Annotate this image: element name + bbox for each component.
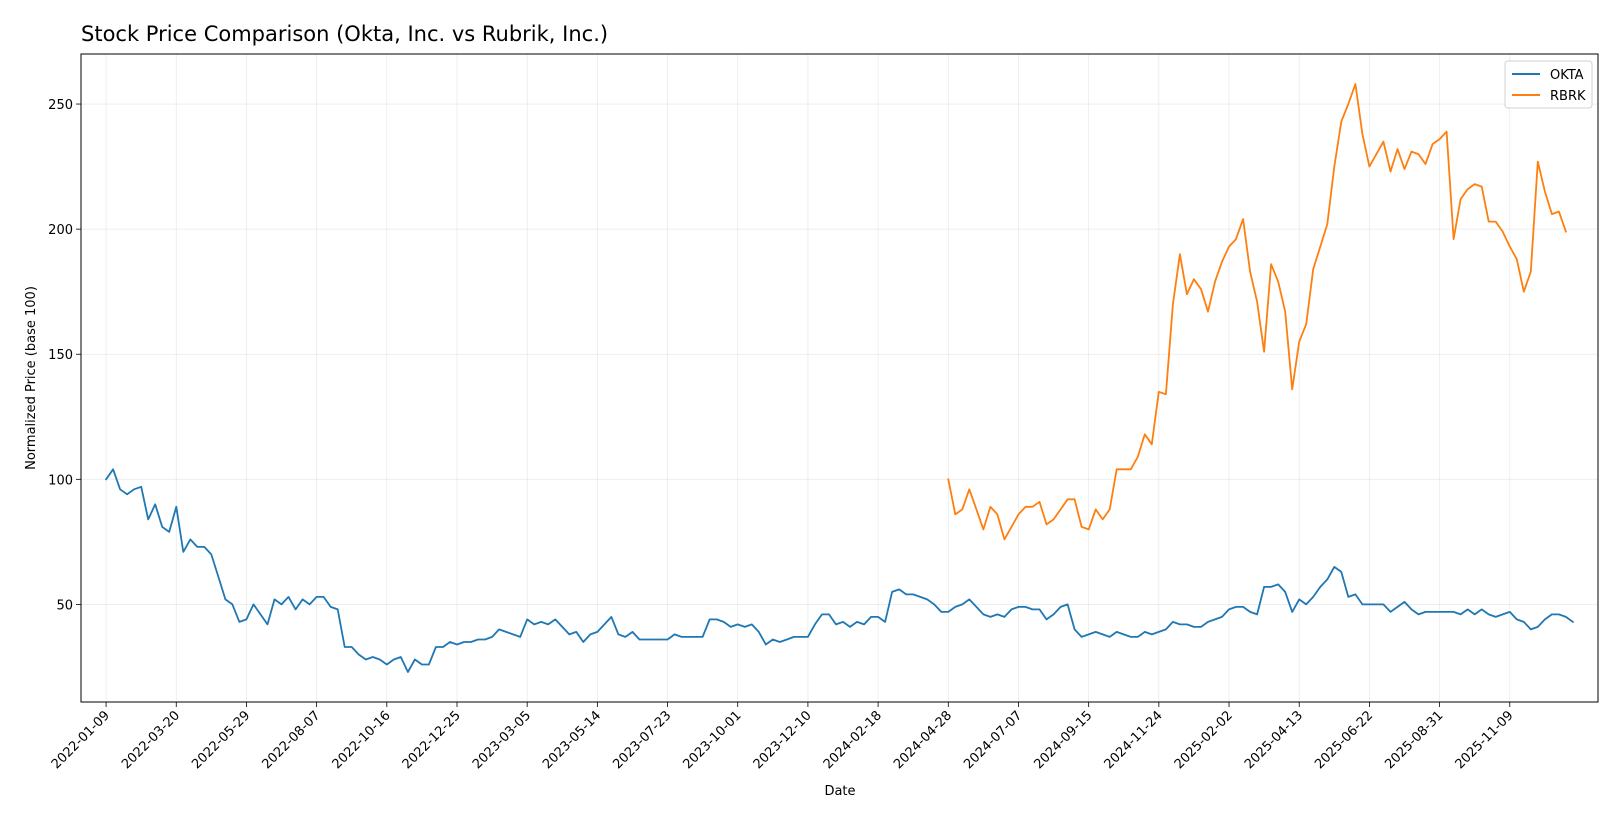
legend: OKTA RBRK <box>1504 60 1593 109</box>
grid <box>81 54 1598 702</box>
y-axis-label: Normalized Price (base 100) <box>24 286 39 470</box>
series-layer <box>104 83 1575 673</box>
chart-title: Stock Price Comparison (Okta, Inc. vs Ru… <box>81 22 608 46</box>
y-tick-label: 100 <box>48 473 73 488</box>
legend-label-okta: OKTA <box>1550 68 1584 83</box>
y-tick-label: 250 <box>48 98 73 113</box>
plot-frame <box>80 53 1599 703</box>
x-axis-label: Date <box>824 784 855 799</box>
legend-box <box>1504 60 1593 109</box>
y-tick-label: 50 <box>56 598 73 613</box>
series-line-okta <box>104 468 1575 673</box>
legend-label-rbrk: RBRK <box>1550 89 1586 104</box>
series-line-rbrk <box>947 83 1568 541</box>
y-tick-label: 200 <box>48 223 73 238</box>
y-tick-label: 150 <box>48 348 73 363</box>
y-axis: 50 100 150 200 250 <box>48 98 81 613</box>
